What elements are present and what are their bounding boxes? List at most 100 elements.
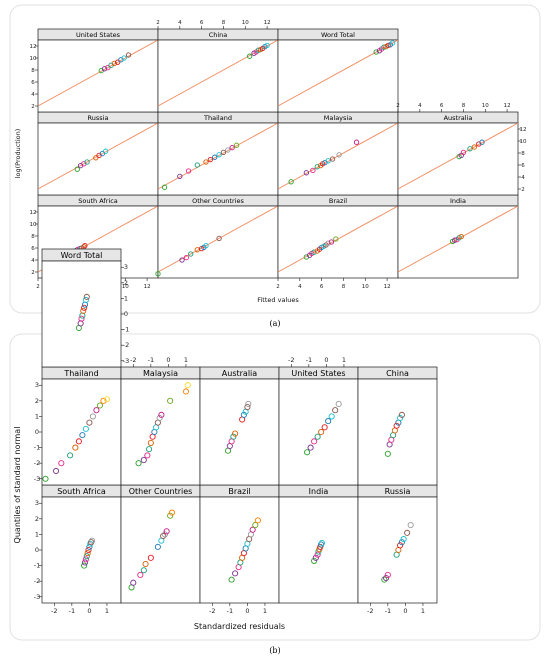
point-australia-4 <box>471 144 478 150</box>
figure-a-label: (a) <box>269 319 280 328</box>
point-brazil-9 <box>325 240 331 246</box>
point-word-total-5 <box>385 42 391 49</box>
point-united-states-1 <box>101 66 108 72</box>
x-tick-label-bottom-2-3: 1 <box>263 607 267 615</box>
panel-russia: Russia <box>357 484 438 604</box>
x-tick-label-bottom-4-2: 0 <box>403 607 407 615</box>
x-axis-title: Standardized residuals <box>194 622 285 631</box>
y-tick-label-left-0-4: 10 <box>30 222 37 228</box>
point-word-total-0 <box>373 49 379 55</box>
panel-malaysia: Malaysia <box>277 111 399 196</box>
point-australia-9 <box>245 400 252 407</box>
strip-label-russia: Russia <box>385 487 411 496</box>
point-malaysia-9 <box>336 152 342 158</box>
point-united-states-7 <box>121 55 127 61</box>
point-malaysia-11 <box>167 397 174 404</box>
point-russia-0 <box>74 166 80 172</box>
point-thailand-9 <box>89 413 96 420</box>
point-thailand-3 <box>194 162 200 168</box>
point-united-states-9 <box>335 400 342 407</box>
point-australia-4 <box>232 430 239 437</box>
point-thailand-11 <box>96 402 103 409</box>
point-russia-6 <box>398 539 405 546</box>
point-malaysia-12 <box>182 388 190 395</box>
y-tick-label-left-0-5: 12 <box>30 210 37 216</box>
point-russia-1 <box>383 575 390 582</box>
panel-united-states: United States <box>278 366 359 486</box>
point-thailand-8 <box>220 149 227 156</box>
point-other-countries-3 <box>188 251 194 257</box>
point-china-8 <box>398 411 405 418</box>
plot-area-china <box>357 378 438 486</box>
strip-label-brazil: Brazil <box>329 197 347 205</box>
point-brazil-10 <box>328 239 335 245</box>
point-australia-3 <box>467 146 473 152</box>
point-malaysia-0 <box>288 179 294 185</box>
y-tick-label-left-0-4: 1 <box>35 530 39 538</box>
fit-line-other-countries <box>157 205 279 273</box>
panel-thailand: Thailand <box>41 366 122 486</box>
point-united-states-4 <box>318 428 325 436</box>
x-tick-label-bottom-2-5: 12 <box>384 284 391 290</box>
point-south-africa-3 <box>83 553 90 560</box>
point-malaysia-1 <box>140 457 147 464</box>
point-other-countries-8 <box>216 235 222 242</box>
point-thailand-0 <box>42 475 49 482</box>
point-other-countries-6 <box>154 543 161 550</box>
point-united-states-8 <box>125 52 132 58</box>
point-thailand-2 <box>185 168 192 174</box>
x-tick-label-bottom-2-2: 6 <box>320 284 324 290</box>
plot-area-brazil <box>277 205 399 279</box>
point-malaysia-10 <box>353 139 360 145</box>
plot-area-russia <box>357 496 438 604</box>
panel-word-total: Word Total <box>41 248 122 368</box>
y-tick-label-right-1-5: 2 <box>124 279 128 287</box>
y-tick-label-left-1-5: 2 <box>35 397 39 405</box>
y-axis-title: Quantiles of standard normal <box>13 427 22 544</box>
y-tick-label-left-0-1: 4 <box>31 258 35 264</box>
y-tick-label-left-1-3: 0 <box>35 428 39 436</box>
x-tick-label-top-1-5: 12 <box>264 20 271 26</box>
plot-area-india <box>278 496 359 604</box>
point-india-4 <box>458 233 464 240</box>
point-south-africa-9 <box>88 537 96 544</box>
strip-label-united-states: United States <box>76 31 121 39</box>
plot-area-other-countries <box>157 205 279 279</box>
point-australia-6 <box>240 411 247 418</box>
x-tick-label-top-3-0: -2 <box>288 356 294 364</box>
x-tick-label-bottom-0-4: 10 <box>122 284 129 290</box>
point-australia-3 <box>230 433 237 440</box>
x-tick-label-top-1-0: -2 <box>130 356 136 364</box>
y-tick-label-left-1-1: -2 <box>34 459 40 467</box>
point-china-5 <box>393 422 400 429</box>
y-tick-label-left-2-5: 12 <box>30 44 37 50</box>
x-tick-label-top-3-3: 1 <box>342 356 346 364</box>
point-malaysia-10 <box>158 411 165 418</box>
point-malaysia-3 <box>314 164 320 170</box>
point-russia-5 <box>397 542 404 549</box>
x-tick-label-top-3-1: 4 <box>418 103 422 109</box>
x-tick-label-bottom-0-0: -2 <box>51 607 57 615</box>
point-brazil-0 <box>228 576 235 583</box>
y-tick-label-left-0-0: -3 <box>34 593 40 601</box>
y-tick-label-left-1-4: 1 <box>35 412 39 420</box>
point-other-countries-1 <box>179 257 185 263</box>
y-tick-label-right-1-3: 8 <box>521 151 525 157</box>
panel-south-africa: South Africa <box>41 484 122 604</box>
point-malaysia-3 <box>146 446 153 453</box>
plot-area-china <box>157 39 279 113</box>
y-tick-label-right-1-4: 1 <box>124 294 128 302</box>
x-tick-label-top-1-3: 1 <box>184 356 188 364</box>
panel-word-total: Word Total <box>277 28 399 113</box>
point-word-total-7 <box>389 40 396 46</box>
x-tick-label-bottom-2-0: -2 <box>209 607 215 615</box>
point-thailand-9 <box>225 147 231 153</box>
fit-line-russia <box>37 122 159 190</box>
point-russia-8 <box>404 529 411 536</box>
plot-area-australia <box>199 378 280 486</box>
point-thailand-4 <box>203 159 209 165</box>
point-word-total-2 <box>78 315 85 322</box>
x-tick-label-bottom-2-2: 0 <box>245 607 249 615</box>
x-axis-title: Fitted values <box>257 296 299 304</box>
